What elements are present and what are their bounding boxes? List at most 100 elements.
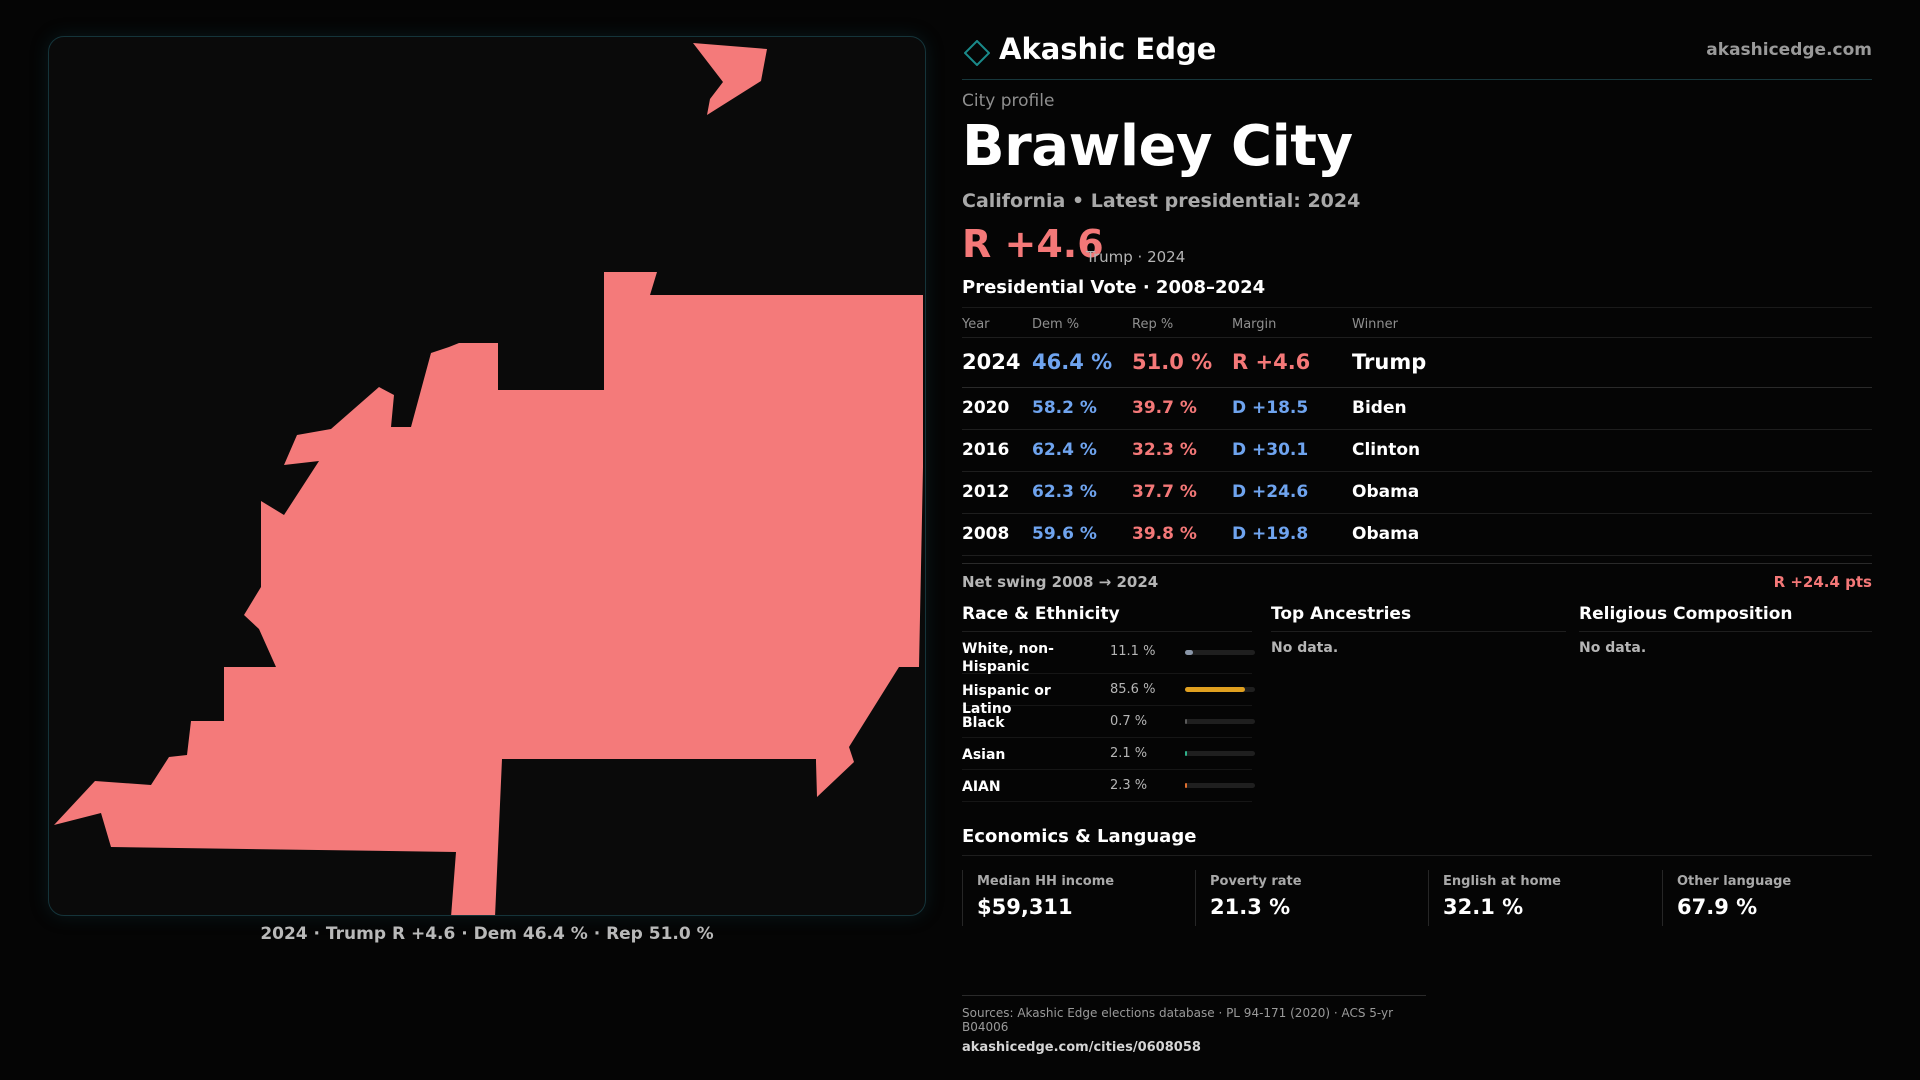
city-boundary-map	[54, 43, 923, 915]
race-bar	[1185, 751, 1255, 756]
race-row: White, non-Hispanic 11.1 %	[962, 632, 1255, 675]
race-title: Race & Ethnicity	[962, 600, 1252, 632]
religion-section: Religious Composition No data.	[1579, 600, 1872, 656]
row-margin: R +4.6	[1232, 350, 1311, 374]
econ-value: 67.9 %	[1677, 895, 1758, 919]
econ-card-income: Median HH income $59,311	[962, 870, 1114, 926]
row-year: 2012	[962, 482, 1010, 502]
race-bar	[1185, 687, 1255, 692]
diamond-logo-icon	[964, 40, 990, 66]
race-row: AIAN 2.3 %	[962, 770, 1255, 802]
sources-url-link[interactable]: akashicedge.com/cities/0608058	[962, 1040, 1201, 1055]
race-bar-fill	[1185, 650, 1193, 655]
race-label: Asian	[962, 747, 1006, 763]
row-margin: D +19.8	[1232, 524, 1309, 544]
econ-label: English at home	[1443, 874, 1561, 889]
header-margin: Margin	[1232, 317, 1277, 332]
page-subtitle: California • Latest presidential: 2024	[962, 190, 1361, 212]
header-dem: Dem %	[1032, 317, 1080, 332]
sources-footer: Sources: Akashic Edge elections database…	[962, 995, 1426, 1055]
page-title: Brawley City	[962, 114, 1353, 179]
row-margin: D +18.5	[1232, 398, 1309, 418]
econ-value: $59,311	[977, 895, 1073, 919]
table-row: 2020 58.2 % 39.7 % D +18.5 Biden	[962, 388, 1872, 430]
row-year: 2008	[962, 524, 1010, 544]
row-margin: D +24.6	[1232, 482, 1309, 502]
row-dem: 58.2 %	[1032, 398, 1097, 418]
page-kicker: City profile	[962, 91, 1055, 111]
race-pct: 85.6 %	[1110, 682, 1156, 697]
econ-label: Poverty rate	[1210, 874, 1302, 889]
race-pct: 0.7 %	[1110, 714, 1148, 729]
net-swing-label: Net swing 2008 → 2024	[962, 573, 1159, 591]
map-caption: 2024 · Trump R +4.6 · Dem 46.4 % · Rep 5…	[260, 924, 714, 944]
row-dem: 59.6 %	[1032, 524, 1097, 544]
race-bar	[1185, 719, 1255, 724]
economics-title: Economics & Language	[962, 826, 1872, 856]
brand-name: Akashic Edge	[999, 32, 1217, 66]
latest-margin: R +4.6	[962, 222, 1104, 266]
city-boundary-shape	[693, 43, 767, 115]
race-pct: 2.1 %	[1110, 746, 1148, 761]
row-rep: 39.7 %	[1132, 398, 1197, 418]
row-dem: 62.4 %	[1032, 440, 1097, 460]
table-row: 2012 62.3 % 37.7 % D +24.6 Obama	[962, 472, 1872, 514]
race-bar-fill	[1185, 783, 1187, 788]
economics-cards: Median HH income $59,311 Poverty rate 21…	[962, 870, 1872, 926]
row-rep: 39.8 %	[1132, 524, 1197, 544]
econ-card-other-language: Other language 67.9 %	[1662, 870, 1791, 926]
table-row: 2024 46.4 % 51.0 % R +4.6 Trump	[962, 338, 1872, 388]
ancestries-title: Top Ancestries	[1271, 600, 1566, 632]
row-winner: Obama	[1352, 482, 1420, 502]
race-row: Hispanic or Latino 85.6 %	[962, 674, 1255, 717]
header-rep: Rep %	[1132, 317, 1174, 332]
vote-table-header: Year Dem % Rep % Margin Winner	[962, 308, 1872, 338]
econ-value: 21.3 %	[1210, 895, 1291, 919]
vote-table-title: Presidential Vote · 2008–2024	[962, 277, 1266, 298]
city-map-panel	[48, 36, 926, 916]
row-winner: Trump	[1352, 350, 1427, 374]
brand-header: Akashic Edge akashicedge.com	[962, 32, 1872, 80]
race-label: AIAN	[962, 779, 1001, 795]
city-boundary-shape	[54, 272, 923, 915]
row-margin: D +30.1	[1232, 440, 1309, 460]
race-section: Race & Ethnicity White, non-Hispanic 11.…	[962, 600, 1255, 802]
religion-empty: No data.	[1579, 640, 1647, 656]
race-label: White, non-Hispanic	[962, 641, 1054, 675]
race-bar	[1185, 650, 1255, 655]
row-rep: 32.3 %	[1132, 440, 1197, 460]
row-year: 2020	[962, 398, 1010, 418]
race-bar-fill	[1185, 687, 1245, 692]
econ-label: Median HH income	[977, 874, 1115, 889]
ancestries-empty: No data.	[1271, 640, 1339, 656]
race-bar	[1185, 783, 1255, 788]
race-label: Black	[962, 715, 1005, 731]
econ-card-poverty: Poverty rate 21.3 %	[1195, 870, 1302, 926]
vote-table: Year Dem % Rep % Margin Winner 2024 46.4…	[962, 307, 1872, 556]
brand-url-link[interactable]: akashicedge.com	[1706, 40, 1872, 60]
row-rep: 51.0 %	[1132, 350, 1213, 374]
race-label: Hispanic or Latino	[962, 683, 1051, 717]
ancestries-section: Top Ancestries No data.	[1271, 600, 1566, 656]
row-dem: 62.3 %	[1032, 482, 1097, 502]
race-pct: 11.1 %	[1110, 644, 1156, 659]
row-year: 2024	[962, 350, 1021, 374]
row-winner: Biden	[1352, 398, 1407, 418]
latest-margin-note: Trump · 2024	[1086, 248, 1186, 266]
net-swing-row: Net swing 2008 → 2024 R +24.4 pts	[962, 563, 1872, 593]
race-row: Asian 2.1 %	[962, 738, 1255, 770]
table-row: 2016 62.4 % 32.3 % D +30.1 Clinton	[962, 430, 1872, 472]
race-bar-fill	[1185, 751, 1187, 756]
row-winner: Clinton	[1352, 440, 1421, 460]
race-bar-fill	[1185, 719, 1187, 724]
race-row: Black 0.7 %	[962, 706, 1255, 738]
race-pct: 2.3 %	[1110, 778, 1148, 793]
econ-value: 32.1 %	[1443, 895, 1524, 919]
row-winner: Obama	[1352, 524, 1420, 544]
table-row: 2008 59.6 % 39.8 % D +19.8 Obama	[962, 514, 1872, 556]
row-year: 2016	[962, 440, 1010, 460]
row-rep: 37.7 %	[1132, 482, 1197, 502]
econ-label: Other language	[1677, 874, 1792, 889]
header-year: Year	[962, 317, 990, 332]
religion-title: Religious Composition	[1579, 600, 1872, 632]
